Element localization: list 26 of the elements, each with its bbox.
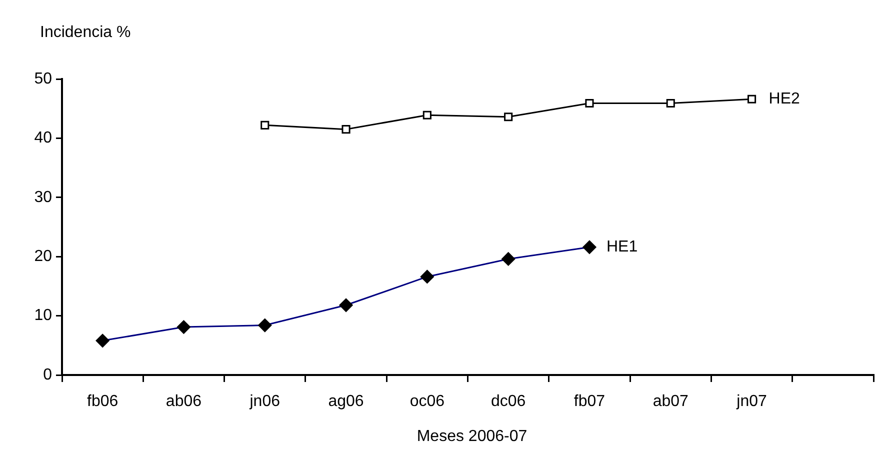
point bbox=[585, 98, 594, 108]
x-tick-label: fb06 bbox=[87, 393, 118, 410]
x-tick-label: jn06 bbox=[248, 393, 280, 410]
point bbox=[666, 98, 675, 108]
x-tick-label: ab07 bbox=[652, 393, 689, 410]
x-tick-label: dc06 bbox=[490, 393, 526, 410]
y-tick-label: 10 bbox=[34, 307, 52, 324]
y-tick-label: 40 bbox=[34, 130, 52, 147]
y-tick-label: 20 bbox=[34, 248, 52, 266]
y-tick-label: 50 bbox=[34, 70, 52, 88]
point bbox=[504, 112, 513, 122]
point bbox=[260, 120, 270, 130]
series-label: HE2 bbox=[768, 90, 800, 108]
x-tick-label: ab06 bbox=[166, 393, 202, 410]
point bbox=[342, 125, 350, 134]
x-axis-title: Meses 2006-07 bbox=[416, 428, 528, 446]
point bbox=[747, 94, 756, 104]
x-tick-label: jn07 bbox=[736, 393, 767, 410]
y-axis-title: Incidencia % bbox=[40, 24, 131, 42]
y-tick-label: 30 bbox=[34, 188, 52, 206]
x-tick-label: fb07 bbox=[574, 393, 606, 410]
x-tick-label: oc06 bbox=[410, 393, 445, 410]
series-label: HE1 bbox=[606, 238, 638, 256]
point bbox=[422, 110, 432, 120]
x-tick-label: ag06 bbox=[328, 393, 364, 410]
y-tick-label: 0 bbox=[43, 366, 52, 384]
